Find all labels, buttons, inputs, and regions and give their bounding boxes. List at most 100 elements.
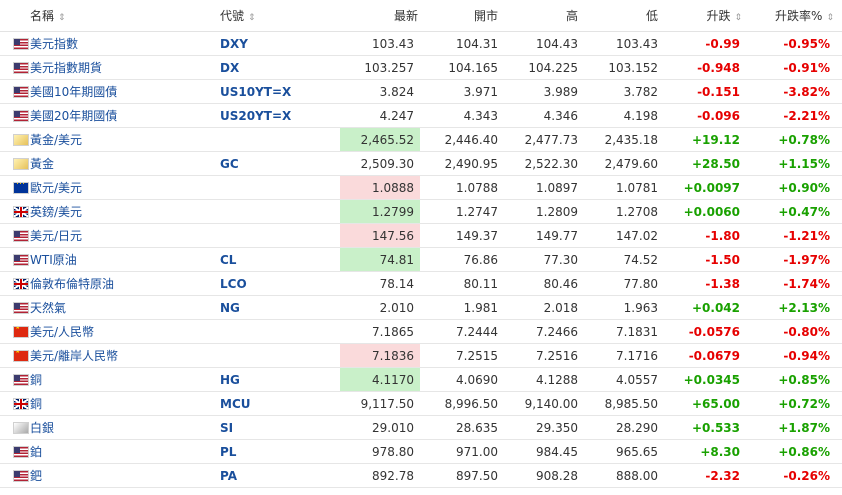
symbol-cell[interactable]: [220, 175, 340, 200]
name-cell[interactable]: 天然氣: [30, 295, 220, 320]
symbol-cell[interactable]: [220, 199, 340, 224]
instrument-name-link[interactable]: 美元指數: [30, 37, 79, 51]
name-cell[interactable]: 倫敦布倫特原油: [30, 271, 220, 296]
table-row[interactable]: 美元指數期貨 DX 103.257 104.165 104.225 103.152 -0.9…: [0, 55, 842, 80]
name-cell[interactable]: 黃金: [30, 151, 220, 176]
instrument-name-link[interactable]: 鈀: [30, 469, 43, 483]
table-row[interactable]: 美元/日元 147.56 149.37 149.77 147.02 -1.80 -1.21%: [0, 223, 842, 248]
symbol-cell[interactable]: DX: [220, 55, 340, 80]
name-cell[interactable]: 鈀: [30, 463, 220, 488]
name-cell[interactable]: 銅: [30, 391, 220, 416]
symbol-cell[interactable]: PL: [220, 439, 340, 464]
symbol-cell[interactable]: PA: [220, 463, 340, 488]
column-header-high[interactable]: 高: [500, 0, 580, 32]
name-cell[interactable]: 白銀: [30, 415, 220, 440]
instrument-symbol-link[interactable]: HG: [220, 372, 240, 387]
column-header-change[interactable]: 升跌 ⇕: [660, 0, 742, 32]
instrument-symbol-link[interactable]: DXY: [220, 36, 248, 51]
instrument-name-link[interactable]: 美國20年期國債: [30, 109, 118, 123]
symbol-cell[interactable]: [220, 319, 340, 344]
column-header-name[interactable]: 名稱 ⇕: [30, 0, 220, 32]
instrument-symbol-link[interactable]: US10YT=X: [220, 84, 292, 99]
instrument-name-link[interactable]: 銅: [30, 397, 43, 411]
symbol-cell[interactable]: GC: [220, 151, 340, 176]
column-header-change-pct[interactable]: 升跌率% ⇕: [742, 0, 842, 32]
table-row[interactable]: 倫敦布倫特原油 LCO 78.14 80.11 80.46 77.80 -1.38 -1.74…: [0, 271, 842, 296]
table-row[interactable]: 美國10年期國債 US10YT=X 3.824 3.971 3.989 3.782 -0.1…: [0, 79, 842, 104]
name-cell[interactable]: 鉑: [30, 439, 220, 464]
column-header-last[interactable]: 最新: [340, 0, 420, 32]
symbol-cell[interactable]: [220, 223, 340, 248]
name-cell[interactable]: 美元指數期貨: [30, 55, 220, 80]
instrument-symbol-link[interactable]: US20YT=X: [220, 108, 292, 123]
name-cell[interactable]: 美元指數: [30, 31, 220, 56]
table-row[interactable]: 美元/人民幣 7.18657.24447.24667.1831-0.0576-0.…: [0, 319, 842, 344]
table-row[interactable]: 銅 HG 4.1170 4.0690 4.1288 4.0557 +0.0345 +0.85%: [0, 367, 842, 392]
table-row[interactable]: 黃金/美元 2,465.52 2,446.40 2,477.73 2,435.18 +19…: [0, 127, 842, 152]
instrument-name-link[interactable]: 黃金: [30, 157, 55, 171]
table-row[interactable]: 天然氣 NG 2.010 1.981 2.018 1.963 +0.042 +2.13%: [0, 295, 842, 320]
symbol-cell[interactable]: MCU: [220, 391, 340, 416]
table-row[interactable]: WTI原油 CL 74.81 76.86 77.30 74.52 -1.50 -1.97%: [0, 247, 842, 272]
instrument-name-link[interactable]: 美元指數期貨: [30, 61, 103, 75]
name-cell[interactable]: 美國10年期國債: [30, 79, 220, 104]
table-row[interactable]: 銅 MCU 9,117.50 8,996.50 9,140.00 8,985.50 +65.…: [0, 391, 842, 416]
instrument-name-link[interactable]: 英鎊/美元: [30, 205, 83, 219]
name-cell[interactable]: 英鎊/美元: [30, 199, 220, 224]
instrument-symbol-link[interactable]: CL: [220, 252, 237, 267]
instrument-symbol-link[interactable]: GC: [220, 156, 239, 171]
instrument-symbol-link[interactable]: DX: [220, 60, 240, 75]
symbol-cell[interactable]: US20YT=X: [220, 103, 340, 128]
table-row[interactable]: 白銀 SI 29.010 28.635 29.350 28.290 +0.533 +1.87%: [0, 415, 842, 440]
column-header-low[interactable]: 低: [580, 0, 660, 32]
symbol-cell[interactable]: SI: [220, 415, 340, 440]
table-row[interactable]: 美元/離岸人民幣 7.18367.25157.25167.1716-0.0679-…: [0, 343, 842, 368]
name-cell[interactable]: WTI原油: [30, 247, 220, 272]
name-cell[interactable]: 銅: [30, 367, 220, 392]
column-header-open[interactable]: 開市: [420, 0, 500, 32]
name-cell[interactable]: 美元/人民幣: [30, 319, 220, 344]
table-row[interactable]: 黃金 GC 2,509.30 2,490.95 2,522.30 2,479.60 +28.…: [0, 151, 842, 176]
table-row[interactable]: 美國20年期國債 US20YT=X 4.247 4.343 4.346 4.198 -0.0…: [0, 103, 842, 128]
instrument-name-link[interactable]: 歐元/美元: [30, 181, 83, 195]
symbol-cell[interactable]: [220, 127, 340, 152]
instrument-name-link[interactable]: 白銀: [30, 421, 55, 435]
instrument-name-link[interactable]: 天然氣: [30, 301, 67, 315]
instrument-name-link[interactable]: 銅: [30, 373, 43, 387]
instrument-name-link[interactable]: 倫敦布倫特原油: [30, 277, 115, 291]
instrument-symbol-link[interactable]: SI: [220, 420, 234, 435]
instrument-name-link[interactable]: 美國10年期國債: [30, 85, 118, 99]
instrument-symbol-link[interactable]: NG: [220, 300, 240, 315]
sort-icon[interactable]: ⇕: [58, 13, 66, 23]
symbol-cell[interactable]: [220, 343, 340, 368]
name-cell[interactable]: 美元/日元: [30, 223, 220, 248]
instrument-symbol-link[interactable]: PL: [220, 444, 237, 459]
instrument-name-link[interactable]: 鉑: [30, 445, 43, 459]
instrument-name-link[interactable]: WTI原油: [30, 253, 77, 267]
name-cell[interactable]: 美元/離岸人民幣: [30, 343, 220, 368]
table-row[interactable]: 美元指數 DXY 103.43 104.31 104.43 103.43 -0.99 -0.9…: [0, 31, 842, 56]
table-row[interactable]: 鈀 PA 892.78 897.50 908.28 888.00 -2.32 -0.26%: [0, 463, 842, 488]
instrument-name-link[interactable]: 黃金/美元: [30, 133, 83, 147]
symbol-cell[interactable]: US10YT=X: [220, 79, 340, 104]
instrument-symbol-link[interactable]: MCU: [220, 396, 251, 411]
instrument-name-link[interactable]: 美元/人民幣: [30, 325, 95, 339]
table-row[interactable]: 歐元/美元 1.08881.07881.08971.0781+0.0097+0.9…: [0, 175, 842, 200]
symbol-cell[interactable]: DXY: [220, 31, 340, 56]
instrument-symbol-link[interactable]: PA: [220, 468, 237, 483]
table-row[interactable]: 鉑 PL 978.80 971.00 984.45 965.65 +8.30 +0.86%: [0, 439, 842, 464]
symbol-cell[interactable]: LCO: [220, 271, 340, 296]
name-cell[interactable]: 歐元/美元: [30, 175, 220, 200]
symbol-cell[interactable]: CL: [220, 247, 340, 272]
sort-icon[interactable]: ⇕: [826, 13, 834, 23]
sort-icon[interactable]: ⇕: [734, 13, 742, 23]
sort-icon[interactable]: ⇕: [248, 13, 256, 23]
name-cell[interactable]: 美國20年期國債: [30, 103, 220, 128]
symbol-cell[interactable]: HG: [220, 367, 340, 392]
table-row[interactable]: 英鎊/美元 1.2799 1.2747 1.2809 1.2708 +0.0060 +0.4…: [0, 199, 842, 224]
column-header-symbol[interactable]: 代號 ⇕: [220, 0, 340, 32]
instrument-name-link[interactable]: 美元/離岸人民幣: [30, 349, 119, 363]
name-cell[interactable]: 黃金/美元: [30, 127, 220, 152]
symbol-cell[interactable]: NG: [220, 295, 340, 320]
instrument-name-link[interactable]: 美元/日元: [30, 229, 83, 243]
